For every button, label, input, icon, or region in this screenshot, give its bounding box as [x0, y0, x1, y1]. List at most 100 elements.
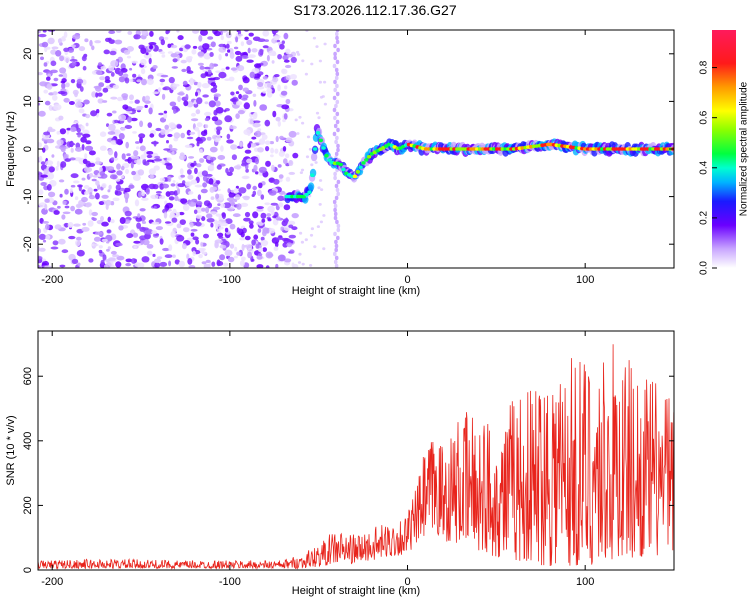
noise-blob: [163, 211, 168, 219]
noise-blob: [313, 245, 317, 249]
noise-blob: [196, 97, 203, 105]
noise-blob: [270, 202, 278, 206]
noise-blob: [112, 197, 120, 202]
noise-blob: [288, 234, 296, 239]
interference-blob: [334, 67, 339, 73]
noise-blob: [52, 91, 58, 96]
noise-blob: [235, 36, 239, 43]
noise-blob: [262, 45, 269, 49]
noise-blob: [63, 47, 70, 52]
noise-blob: [247, 251, 253, 259]
noise-blob: [71, 258, 79, 264]
noise-blob: [99, 171, 106, 177]
noise-blob: [252, 190, 257, 196]
noise-blob: [82, 54, 87, 59]
noise-blob: [292, 152, 299, 159]
noise-blob: [198, 34, 203, 42]
noise-blob: [300, 168, 305, 172]
noise-blob: [45, 46, 51, 50]
snr-frame: [37, 330, 675, 571]
noise-blob: [38, 247, 46, 252]
noise-blob: [38, 30, 41, 34]
noise-blob: [41, 258, 47, 262]
noise-blob: [256, 264, 264, 268]
noise-blob: [282, 146, 287, 152]
interference-blob: [333, 171, 337, 177]
ridge-core: [318, 138, 323, 143]
noise-blob: [178, 260, 185, 268]
noise-blob: [110, 140, 118, 145]
noise-blob: [190, 112, 197, 117]
noise-blob: [125, 168, 129, 175]
noise-blob: [189, 131, 196, 135]
noise-blob: [71, 61, 77, 67]
noise-blob: [317, 186, 321, 190]
noise-blob: [288, 160, 294, 166]
noise-blob: [134, 99, 140, 104]
noise-blob: [38, 233, 47, 240]
noise-blob: [89, 39, 93, 47]
interference-blob: [334, 183, 339, 189]
noise-blob: [168, 76, 175, 84]
noise-blob: [71, 44, 76, 48]
interference-blob: [332, 95, 337, 101]
noise-blob: [118, 76, 126, 83]
noise-blob: [167, 133, 173, 138]
noise-blob: [273, 178, 280, 185]
noise-blob: [98, 201, 105, 205]
noise-blob: [197, 51, 205, 57]
interference-blob: [336, 227, 341, 233]
noise-blob: [323, 80, 327, 84]
noise-blob: [149, 30, 154, 37]
noise-blob: [40, 56, 44, 61]
noise-blob: [233, 46, 239, 50]
noise-blob: [44, 100, 51, 106]
noise-blob: [166, 157, 172, 162]
noise-blob: [201, 216, 206, 222]
noise-blob: [107, 37, 112, 41]
noise-blob: [256, 206, 264, 210]
noise-blob: [146, 159, 155, 163]
noise-blob: [195, 214, 202, 219]
noise-blob: [56, 160, 60, 168]
noise-blob: [202, 43, 210, 50]
noise-blob: [159, 177, 166, 182]
noise-blob: [139, 120, 144, 128]
noise-blob: [126, 153, 131, 157]
noise-blob: [79, 86, 84, 92]
noise-blob: [73, 180, 80, 184]
noise-blob: [55, 166, 59, 171]
noise-blob: [149, 133, 155, 138]
interference-blob: [336, 147, 340, 153]
ridge-core: [361, 161, 366, 165]
noise-blob: [210, 82, 217, 87]
noise-blob: [138, 133, 146, 139]
noise-blob: [210, 87, 218, 93]
figure-title: S173.2026.112.17.36.G27: [293, 2, 457, 18]
noise-blob: [120, 127, 126, 132]
noise-blob: [81, 144, 85, 151]
noise-blob: [252, 122, 261, 128]
noise-blob: [215, 70, 222, 73]
noise-blob: [176, 30, 180, 33]
noise-blob: [270, 87, 275, 94]
noise-blob: [137, 169, 145, 176]
noise-blob: [88, 258, 94, 263]
noise-blob: [224, 78, 231, 81]
interference-blob: [335, 30, 340, 33]
noise-blob: [103, 49, 110, 55]
noise-blob: [207, 69, 212, 75]
noise-blob: [59, 67, 67, 74]
noise-blob: [264, 119, 271, 127]
noise-blob: [48, 166, 55, 173]
noise-blob: [160, 39, 165, 46]
noise-blob: [239, 260, 245, 267]
noise-blob: [220, 203, 226, 208]
noise-blob: [222, 262, 229, 267]
noise-blob: [144, 95, 150, 101]
noise-blob: [113, 129, 122, 137]
noise-blob: [107, 189, 111, 193]
noise-blob: [99, 145, 107, 151]
noise-blob: [168, 122, 176, 129]
noise-blob: [244, 211, 251, 218]
